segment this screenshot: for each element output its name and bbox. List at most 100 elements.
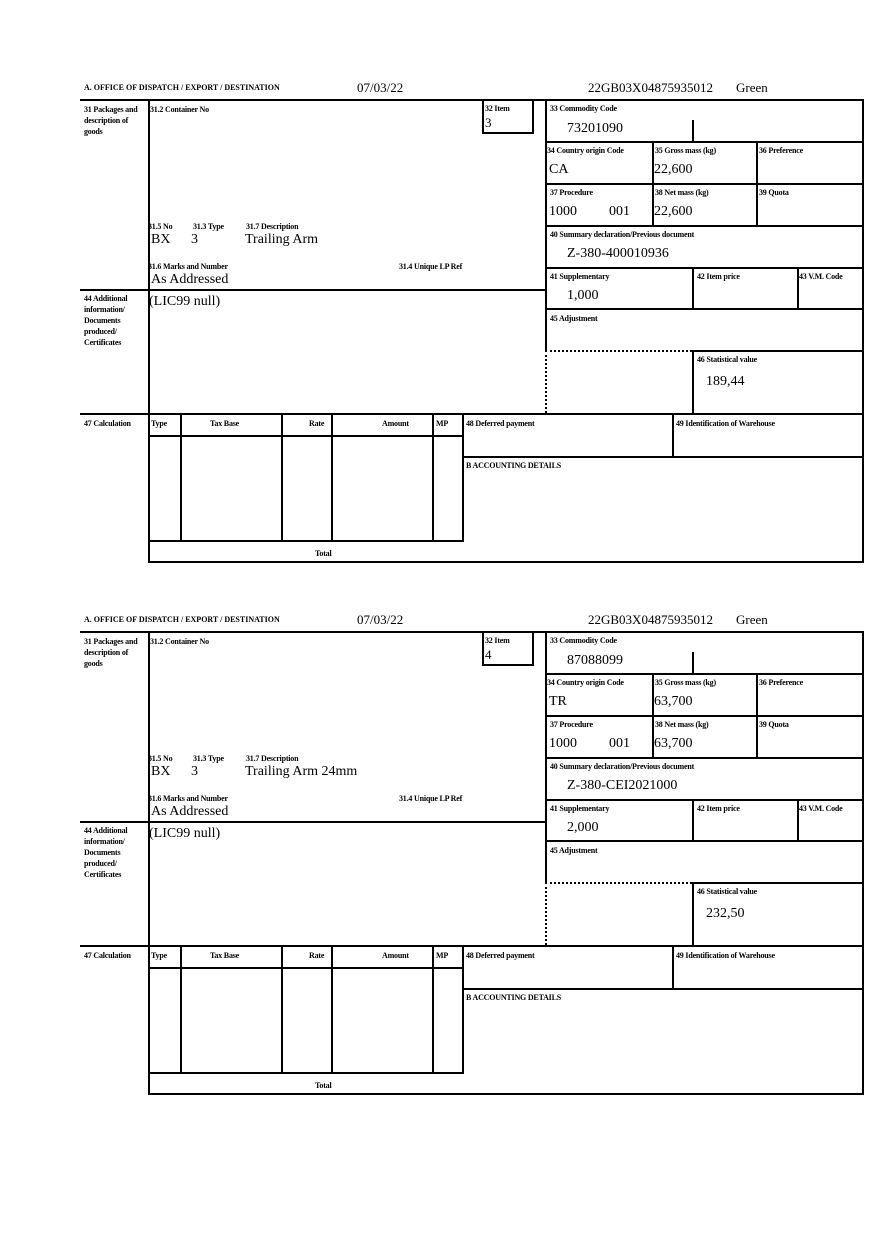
calc-header-mp: MP <box>436 951 449 960</box>
net-mass-label: 38 Net mass (kg) <box>655 188 709 197</box>
gross-mass-value: 22,600 <box>654 162 693 177</box>
vm-code-label: 43 V.M. Code <box>799 272 843 281</box>
divider <box>756 141 758 225</box>
adjustment-label: 45 Adjustment <box>550 314 598 323</box>
gross-mass-label: 35 Gross mass (kg) <box>655 146 716 155</box>
divider <box>148 435 464 437</box>
divider <box>545 673 864 675</box>
preference-label: 36 Preference <box>759 146 803 155</box>
total-label: Total <box>315 1081 332 1090</box>
package-kind: BX <box>151 764 171 779</box>
deferred-payment-label: 48 Deferred payment <box>466 951 535 960</box>
commodity-code-label: 33 Commodity Code <box>550 104 617 113</box>
divider <box>545 350 692 352</box>
net-mass-value: 22,600 <box>654 204 693 219</box>
divider <box>672 945 674 988</box>
quota-label: 39 Quota <box>759 720 789 729</box>
calc-header-tax-base: Tax Base <box>210 419 240 428</box>
divider <box>148 540 464 542</box>
divider <box>545 882 547 945</box>
divider <box>545 757 864 759</box>
country-origin-label: 34 Country origin Code <box>547 146 624 155</box>
divider <box>148 1072 464 1074</box>
unique-lp-label: 31.4 Unique LP Ref <box>399 794 463 803</box>
summary-declaration-label: 40 Summary declaration/Previous document <box>550 762 695 771</box>
office-heading: A. OFFICE OF DISPATCH / EXPORT / DESTINA… <box>84 83 280 92</box>
calc-header-amount: Amount <box>382 951 409 960</box>
divider <box>545 267 864 269</box>
date: 07/03/22 <box>357 80 404 95</box>
commodity-code-value: 73201090 <box>567 121 623 136</box>
divider <box>331 945 333 1072</box>
divider <box>80 631 864 633</box>
summary-declaration-label: 40 Summary declaration/Previous document <box>550 230 695 239</box>
preference-label: 36 Preference <box>759 678 803 687</box>
procedure-label: 37 Procedure <box>550 720 593 729</box>
packages-label: 31 Packages and description of goods <box>84 105 138 136</box>
date: 07/03/22 <box>357 612 404 627</box>
type-label: 31.3 Type <box>193 754 224 763</box>
commodity-code-label: 33 Commodity Code <box>550 636 617 645</box>
divider <box>462 945 464 1072</box>
divider <box>545 308 864 310</box>
marks-label: 31.6 Marks and Number <box>148 262 228 271</box>
divider <box>545 882 692 884</box>
declaration-reference: 22GB03X04875935012 <box>588 80 713 95</box>
divider <box>545 715 864 717</box>
country-origin-label: 34 Country origin Code <box>547 678 624 687</box>
net-mass-label: 38 Net mass (kg) <box>655 720 709 729</box>
calc-header-type: Type <box>151 419 167 428</box>
divider <box>462 988 864 990</box>
divider <box>797 267 799 308</box>
adjustment-label: 45 Adjustment <box>550 846 598 855</box>
divider <box>462 456 864 458</box>
type-label: 31.3 Type <box>193 222 224 231</box>
total-label: Total <box>315 549 332 558</box>
divider <box>692 882 694 945</box>
additional-info-value: (LIC99 null) <box>149 826 221 841</box>
divider <box>80 413 864 415</box>
divider <box>652 141 654 225</box>
accounting-details-label: B ACCOUNTING DETAILS <box>466 461 561 470</box>
accounting-details-label: B ACCOUNTING DETAILS <box>466 993 561 1002</box>
divider <box>281 413 283 540</box>
country-origin-value: TR <box>549 694 567 709</box>
previous-document-value: Z-380-CEI2021000 <box>567 778 678 793</box>
divider <box>652 673 654 757</box>
divider <box>148 561 864 563</box>
additional-info-label: 44 Additional information/ Documents pro… <box>84 826 128 879</box>
divider <box>545 799 864 801</box>
route-channel: Green <box>736 612 768 627</box>
item-price-label: 42 Item price <box>697 804 740 813</box>
divider <box>545 631 547 882</box>
divider <box>281 945 283 1072</box>
divider <box>692 350 864 352</box>
declaration-reference: 22GB03X04875935012 <box>588 612 713 627</box>
no-label: 31.5 No <box>148 754 173 763</box>
statistical-value: 189,44 <box>706 374 745 389</box>
statistical-value-label: 46 Statistical value <box>697 887 757 896</box>
marks-value: As Addressed <box>151 272 229 287</box>
supplementary-label: 41 Supplementary <box>550 804 610 813</box>
no-label: 31.5 No <box>148 222 173 231</box>
package-count: 3 <box>191 764 198 779</box>
route-channel: Green <box>736 80 768 95</box>
calc-header-mp: MP <box>436 419 449 428</box>
divider <box>545 225 864 227</box>
divider <box>80 821 547 823</box>
divider <box>692 799 694 840</box>
calc-header-amount: Amount <box>382 419 409 428</box>
warehouse-label: 49 Identification of Warehouse <box>676 951 775 960</box>
goods-description: Trailing Arm <box>245 232 318 247</box>
divider <box>462 413 464 540</box>
calculation-label: 47 Calculation <box>84 951 131 960</box>
divider <box>432 413 434 540</box>
calc-header-rate: Rate <box>309 419 325 428</box>
calc-header-type: Type <box>151 951 167 960</box>
warehouse-label: 49 Identification of Warehouse <box>676 419 775 428</box>
calculation-label: 47 Calculation <box>84 419 131 428</box>
gross-mass-label: 35 Gross mass (kg) <box>655 678 716 687</box>
divider <box>862 631 864 1095</box>
goods-description: Trailing Arm 24mm <box>245 764 358 779</box>
divider <box>80 289 547 291</box>
